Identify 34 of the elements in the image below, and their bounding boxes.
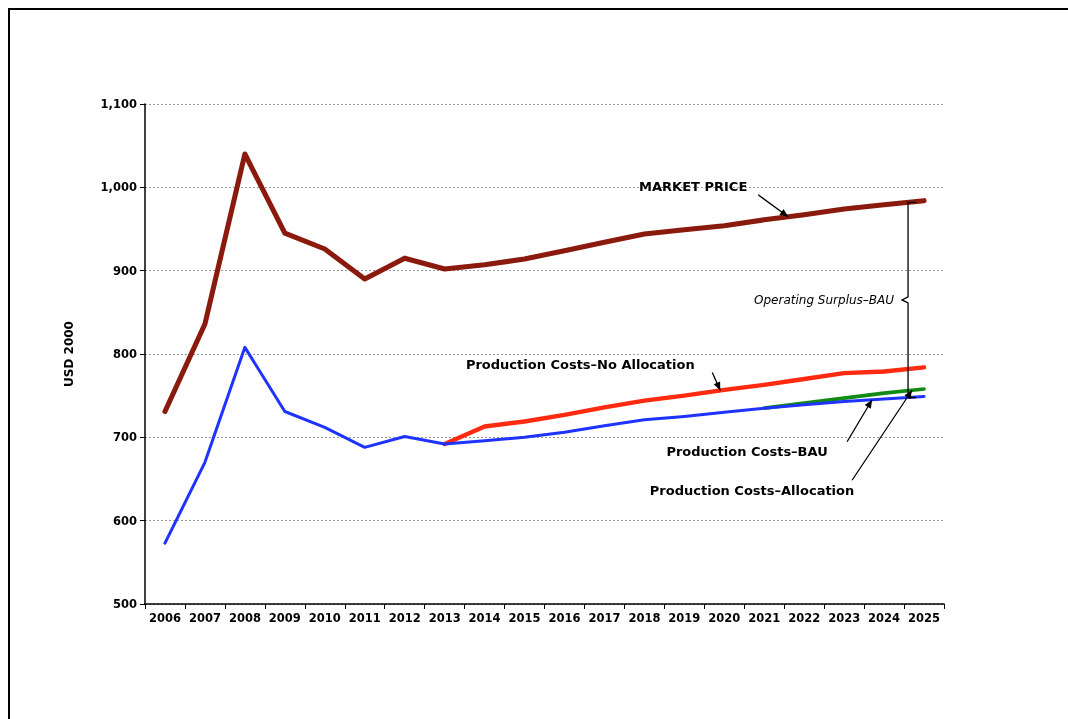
text: Production Costs–Allocation — [649, 482, 855, 498]
x-tick-label: 2013 — [428, 611, 461, 625]
x-tick-label: 2006 — [148, 611, 181, 625]
x-tick-label: 2015 — [508, 611, 541, 625]
x-tick-label: 2017 — [588, 611, 621, 625]
y-tick-label: 1,100 — [100, 97, 137, 111]
x-tick-label: 2022 — [788, 611, 821, 625]
x-tick-label: 2016 — [548, 611, 581, 625]
y-tick-label: 700 — [112, 430, 137, 445]
y-tick-label: 800 — [112, 347, 137, 361]
x-tick-label: 2012 — [388, 611, 421, 625]
x-tick-label: 2018 — [628, 611, 661, 625]
x-tick-label: 2023 — [828, 611, 861, 625]
x-tick-label: 2009 — [268, 611, 301, 625]
y-tick-label: 600 — [112, 513, 137, 528]
x-tick-label: 2025 — [908, 611, 941, 625]
x-tick-label: 2021 — [748, 611, 781, 625]
x-tick-label: 2020 — [708, 611, 741, 625]
x-tick-label: 2024 — [868, 611, 901, 625]
series-label: Production Costs–No Allocation — [465, 356, 695, 372]
text: MARKET PRICE — [639, 179, 748, 195]
y-axis-title: USD 2000 — [62, 321, 76, 387]
x-tick-label: 2010 — [308, 611, 341, 625]
x-tick-label: 2008 — [228, 611, 261, 625]
x-tick-label: 2019 — [668, 611, 701, 625]
x-tick-label: 2011 — [348, 611, 381, 625]
x-tick-label: 2007 — [188, 611, 221, 625]
annotation: Operating Surplus–BAU — [754, 292, 895, 307]
y-tick-label: 1,000 — [100, 180, 137, 195]
y-tick-label: 900 — [112, 263, 137, 278]
line-series — [163, 345, 926, 545]
y-tick-label: 500 — [112, 597, 137, 611]
x-tick-label: 2014 — [468, 611, 501, 625]
text: Production Costs–BAU — [666, 444, 828, 460]
